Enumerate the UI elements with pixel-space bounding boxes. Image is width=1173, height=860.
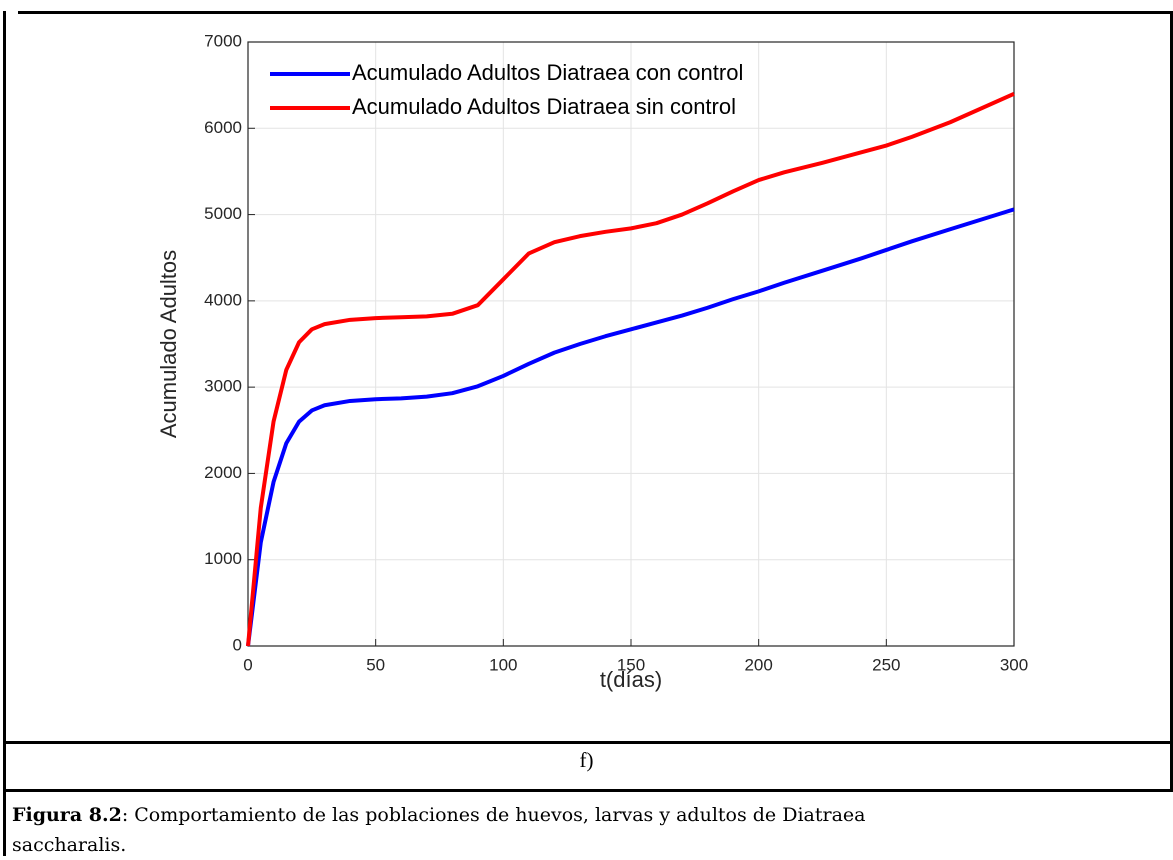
border [3, 11, 6, 856]
x-tick-label: 0 [243, 655, 252, 674]
panel-label: f) [579, 748, 594, 772]
y-tick-label: 0 [233, 635, 242, 654]
y-tick-label: 6000 [204, 118, 242, 137]
data-line [246, 207, 1015, 647]
axes-box [247, 41, 1015, 647]
x-tick-label: 250 [872, 655, 900, 674]
y-tick-label: 5000 [204, 204, 242, 223]
x-tick-label: 300 [1000, 655, 1028, 674]
chart: Acumulado Adultos t(días) 0 50 100 150 200 25… [156, 31, 1028, 692]
y-tick-label: 7000 [204, 31, 242, 50]
caption-text: : Comportamiento de las poblaciones de h… [12, 804, 866, 856]
y-tick-label: 2000 [204, 463, 242, 482]
data-line [246, 91, 1015, 647]
legend-label: Acumulado Adultos Diatraea sin control [352, 94, 736, 119]
y-tick-label: 1000 [204, 549, 242, 568]
y-tick-label: 3000 [204, 377, 242, 396]
x-tick-label: 50 [366, 655, 385, 674]
x-axis-label: t(días) [600, 667, 662, 692]
caption-label: Figura 8.2 [12, 804, 122, 826]
y-tick-label: 4000 [204, 290, 242, 309]
legend-label: Acumulado Adultos Diatraea con control [352, 60, 743, 85]
caption: Figura 8.2: Comportamiento de las poblac… [12, 800, 872, 860]
border [3, 741, 1173, 744]
border [1170, 11, 1173, 790]
x-tick-label: 100 [489, 655, 517, 674]
y-axis-label: Acumulado Adultos [156, 250, 181, 438]
border [18, 11, 1173, 14]
x-tick-label: 200 [744, 655, 772, 674]
border [3, 789, 1173, 792]
x-tick-label: 150 [617, 655, 645, 674]
